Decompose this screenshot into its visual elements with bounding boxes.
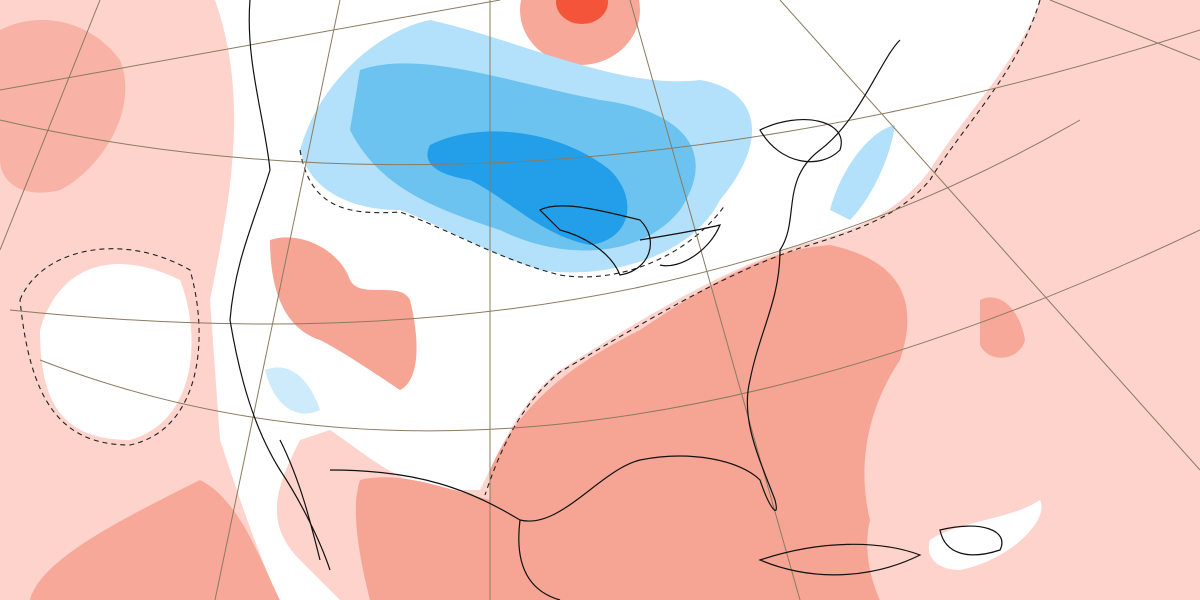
graticule — [214, 0, 341, 600]
coastline — [279, 439, 321, 561]
coastline — [759, 119, 842, 163]
neutral-region — [40, 264, 192, 440]
cold-region — [265, 367, 320, 414]
graticule — [0, 0, 101, 251]
warm-patch — [30, 480, 280, 600]
graticule — [39, 229, 1200, 432]
cold-region — [830, 125, 895, 220]
contour — [19, 248, 200, 446]
coastline — [518, 519, 561, 600]
contour — [299, 149, 726, 278]
warm-patch — [0, 20, 126, 193]
lake — [639, 224, 721, 267]
graticule — [9, 119, 1081, 325]
coastline — [329, 39, 901, 522]
graticule — [779, 0, 1200, 471]
warm-region — [270, 237, 417, 390]
hot-spot — [556, 0, 608, 24]
coastline — [229, 0, 331, 571]
warm-region — [490, 245, 908, 600]
graticule — [0, 29, 1200, 166]
island — [758, 543, 922, 576]
neutral-region — [928, 500, 1042, 570]
warm-region — [355, 477, 490, 600]
graticule — [1049, 0, 1200, 61]
warm-region — [520, 0, 640, 65]
warm-patch — [980, 297, 1025, 358]
cold-core — [427, 131, 628, 245]
lake — [538, 205, 651, 276]
contour — [484, 0, 1041, 496]
graticule — [629, 0, 801, 600]
island — [939, 525, 1003, 556]
